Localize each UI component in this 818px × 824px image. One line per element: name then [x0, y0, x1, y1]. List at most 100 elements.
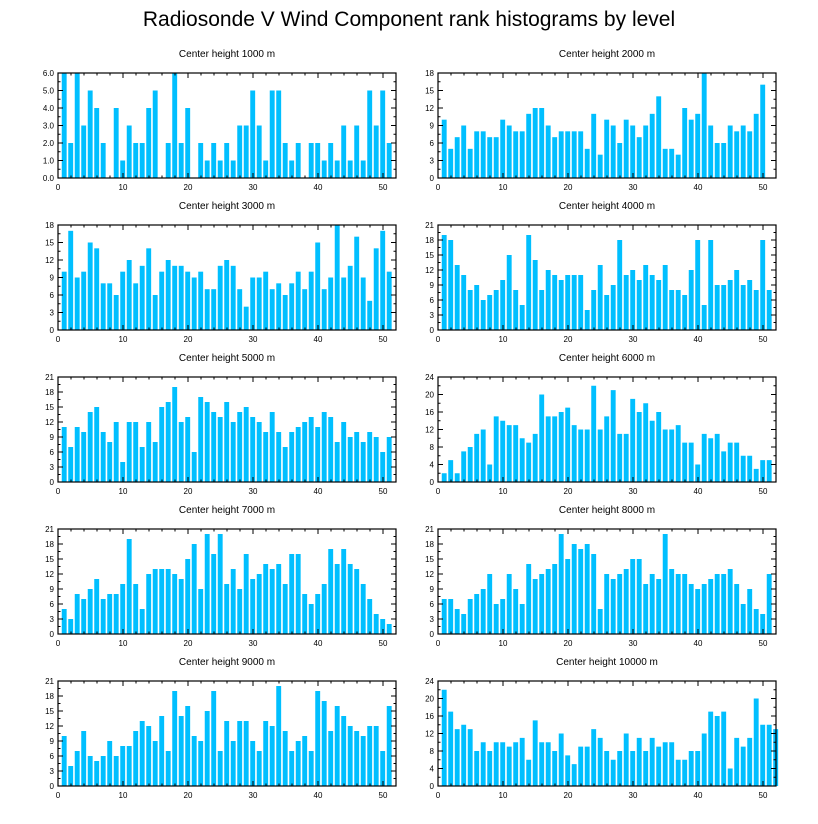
- bar: [107, 283, 113, 330]
- x-tick-label: 40: [694, 335, 703, 344]
- bar: [708, 240, 714, 330]
- bar: [519, 604, 525, 634]
- x-tick-label: 40: [314, 335, 323, 344]
- bar: [373, 125, 379, 178]
- bar: [334, 564, 340, 634]
- bar: [328, 731, 334, 786]
- x-tick-label: 0: [436, 639, 441, 648]
- bar: [237, 125, 243, 178]
- bar: [526, 442, 532, 483]
- panel-title: Center height 9000 m: [179, 657, 275, 668]
- bar: [204, 534, 210, 634]
- bar: [610, 579, 616, 634]
- bar: [740, 455, 746, 482]
- bar: [159, 716, 165, 786]
- bar: [308, 417, 314, 482]
- bar: [558, 131, 564, 178]
- panel-2: Center height 2000 m 0 10 20 30 40 50 0 3 6 9 12 15 1…: [425, 49, 777, 192]
- bar: [441, 235, 447, 330]
- y-tick-label: 9: [50, 433, 55, 442]
- bar: [539, 108, 545, 178]
- x-tick-label: 30: [629, 335, 638, 344]
- bar: [74, 73, 80, 178]
- bar: [571, 764, 577, 787]
- bar: [682, 442, 688, 483]
- bar: [224, 143, 230, 178]
- bar: [708, 125, 714, 178]
- bar: [347, 726, 353, 786]
- y-tick-label: 12: [425, 266, 434, 275]
- bar: [191, 452, 197, 482]
- bar: [133, 422, 139, 482]
- y-tick-label: 6: [430, 139, 435, 148]
- y-tick-label: 8: [430, 443, 435, 452]
- x-tick-label: 20: [184, 335, 193, 344]
- bar: [506, 574, 512, 634]
- y-tick-label: 5.0: [43, 87, 55, 96]
- bar: [354, 125, 360, 178]
- bar: [373, 614, 379, 634]
- bar: [289, 160, 295, 178]
- y-tick-label: 21: [425, 525, 434, 534]
- bar: [113, 422, 119, 482]
- x-tick-label: 0: [56, 183, 61, 192]
- y-tick-label: 21: [45, 677, 54, 686]
- y-tick-label: 18: [45, 540, 54, 549]
- bar: [552, 275, 558, 330]
- bar: [623, 569, 629, 634]
- x-tick-label: 30: [249, 639, 258, 648]
- bar: [87, 412, 93, 482]
- y-tick-label: 4: [430, 461, 435, 470]
- bar: [597, 737, 603, 787]
- y-tick-label: 6: [430, 296, 435, 305]
- y-tick-label: 6: [430, 600, 435, 609]
- bar: [539, 742, 545, 786]
- bar: [315, 594, 321, 634]
- panel-5: Center height 5000 m 0 10 20 30 40 50 0 3 6 9 12 15 1…: [45, 353, 397, 496]
- y-tick-label: 9: [430, 281, 435, 290]
- bar: [360, 277, 366, 330]
- bar: [126, 539, 132, 634]
- bar: [178, 265, 184, 330]
- bar: [230, 265, 236, 330]
- bar: [636, 737, 642, 787]
- bar: [721, 451, 727, 483]
- bar: [113, 756, 119, 786]
- bar: [185, 108, 191, 178]
- bar: [643, 584, 649, 634]
- bar: [740, 746, 746, 787]
- bar: [217, 265, 223, 330]
- bar: [230, 422, 236, 482]
- bar: [448, 599, 454, 634]
- bar: [269, 412, 275, 482]
- bar: [513, 742, 519, 786]
- bar: [656, 746, 662, 787]
- bar: [656, 96, 662, 178]
- bar: [493, 416, 499, 483]
- bar: [604, 416, 610, 483]
- y-tick-label: 1.0: [43, 157, 55, 166]
- bar: [315, 242, 321, 330]
- bar: [578, 429, 584, 482]
- bar: [695, 751, 701, 786]
- bar: [448, 460, 454, 483]
- bar: [276, 283, 282, 330]
- x-tick-label: 20: [184, 487, 193, 496]
- bar: [630, 125, 636, 178]
- bar: [753, 113, 759, 178]
- y-tick-label: 9: [430, 122, 435, 131]
- x-tick-label: 50: [759, 639, 768, 648]
- bar: [513, 290, 519, 330]
- bar: [740, 125, 746, 178]
- bar: [461, 451, 467, 483]
- bar: [591, 113, 597, 178]
- bar: [597, 154, 603, 178]
- bar: [682, 574, 688, 634]
- bar: [380, 452, 386, 482]
- bar: [347, 160, 353, 178]
- bar: [100, 432, 106, 482]
- bar: [386, 271, 392, 330]
- bar: [237, 412, 243, 482]
